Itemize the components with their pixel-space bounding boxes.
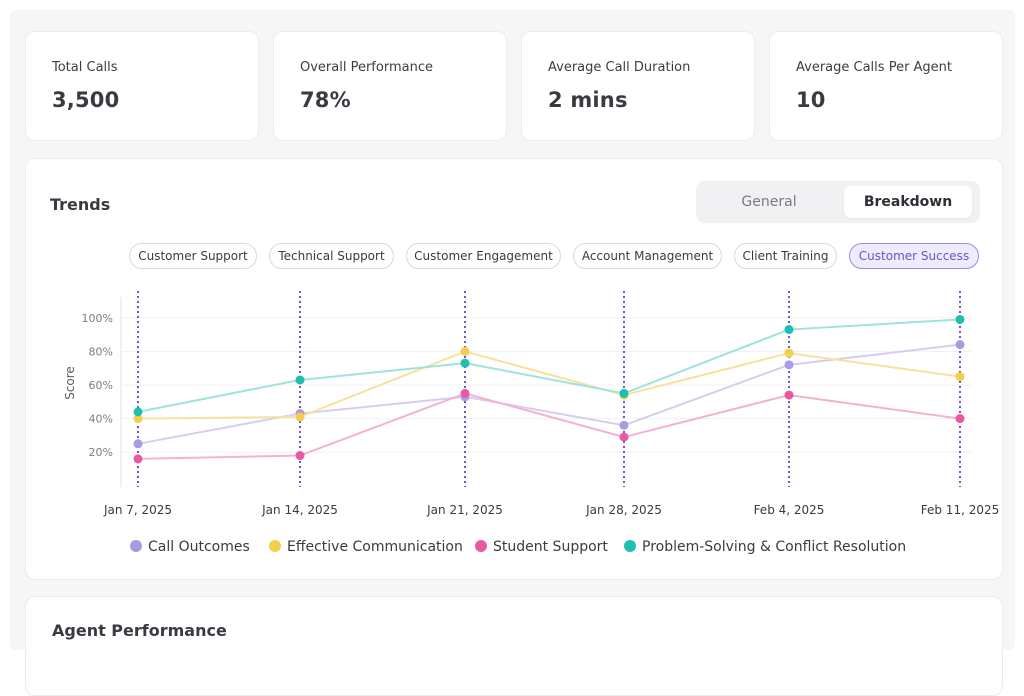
stat-card-total-calls: Total Calls 3,500 <box>25 31 259 141</box>
x-tick-label: Jan 28, 2025 <box>585 503 662 517</box>
breakdown-tab[interactable]: Breakdown <box>844 186 972 218</box>
category-pill-account-management[interactable]: Account Management <box>573 243 722 269</box>
data-point <box>295 412 305 422</box>
stat-title: Total Calls <box>52 60 118 75</box>
data-point <box>133 414 143 424</box>
data-point <box>784 360 794 370</box>
y-tick-label: 40% <box>89 413 113 426</box>
category-pill-technical-support[interactable]: Technical Support <box>269 243 394 269</box>
series-line <box>137 350 961 420</box>
data-point <box>460 346 470 356</box>
category-pill-client-training[interactable]: Client Training <box>734 243 837 269</box>
legend-dot <box>269 540 281 552</box>
stat-value: 78% <box>300 88 351 112</box>
legend-item-student-support[interactable]: Student Support <box>475 539 608 555</box>
agent-performance-card: Agent Performance <box>25 596 1003 696</box>
stat-title: Average Call Duration <box>548 60 691 75</box>
stat-value: 2 mins <box>548 88 628 112</box>
legend-dot <box>130 540 142 552</box>
data-point <box>133 439 143 449</box>
series-line <box>137 343 961 445</box>
data-point <box>295 451 305 461</box>
data-point <box>460 388 470 398</box>
stat-value: 10 <box>796 88 826 112</box>
agent-performance-title: Agent Performance <box>52 621 227 640</box>
trends-title: Trends <box>50 195 111 214</box>
data-point <box>955 414 965 424</box>
data-point <box>295 375 305 385</box>
y-tick-label: 20% <box>89 446 113 459</box>
data-point <box>955 372 965 382</box>
x-tick-label: Jan 14, 2025 <box>261 503 338 517</box>
y-tick-label: 80% <box>89 345 113 358</box>
legend-dot <box>475 540 487 552</box>
stat-card-average-calls-per-agent: Average Calls Per Agent 10 <box>769 31 1003 141</box>
x-tick-label: Jan 21, 2025 <box>426 503 503 517</box>
stat-card-overall-performance: Overall Performance 78% <box>273 31 507 141</box>
stat-value: 3,500 <box>52 88 120 112</box>
stat-title: Overall Performance <box>300 60 433 75</box>
data-point <box>955 340 965 350</box>
series-line <box>137 318 961 413</box>
data-point <box>784 390 794 400</box>
trends-line-chart: 20% 40% 60% 80% 100% Score Jan 7, 2025 Jan 14, … <box>63 291 1000 517</box>
data-point <box>619 432 629 442</box>
legend-label: Effective Communication <box>287 539 463 555</box>
data-point <box>133 454 143 464</box>
legend-dot <box>624 540 636 552</box>
category-pill-customer-success[interactable]: Customer Success <box>849 243 979 269</box>
category-filter: Customer Support Technical Support Custo… <box>26 243 1002 273</box>
legend-label: Student Support <box>493 539 608 555</box>
legend-item-problem-solving[interactable]: Problem-Solving & Conflict Resolution <box>624 539 906 555</box>
y-tick-label: 60% <box>89 379 113 392</box>
stat-card-average-call-duration: Average Call Duration 2 mins <box>521 31 755 141</box>
data-point <box>784 325 794 335</box>
data-point <box>133 407 143 417</box>
legend-label: Problem-Solving & Conflict Resolution <box>642 539 907 555</box>
general-tab[interactable]: General <box>741 194 797 210</box>
data-point <box>955 314 965 324</box>
x-tick-label: Jan 7, 2025 <box>103 503 172 517</box>
trends-card: Trends General Breakdown Customer Suppor… <box>25 158 1003 580</box>
dashboard-page: Total Calls 3,500 Overall Performance 78… <box>10 10 1015 696</box>
legend-item-call-outcomes[interactable]: Call Outcomes <box>130 539 250 555</box>
category-pill-customer-support[interactable]: Customer Support <box>129 243 257 269</box>
legend-item-effective-communication[interactable]: Effective Communication <box>269 539 463 555</box>
data-point <box>619 420 629 430</box>
series-line <box>137 392 961 460</box>
y-axis-label: Score <box>63 366 77 400</box>
data-point <box>619 388 629 398</box>
stat-title: Average Calls Per Agent <box>796 60 953 75</box>
category-pill-customer-engagement[interactable]: Customer Engagement <box>406 243 561 269</box>
y-tick-label: 100% <box>82 312 113 325</box>
x-tick-label: Feb 4, 2025 <box>754 503 825 517</box>
data-point <box>460 358 470 368</box>
legend-label: Call Outcomes <box>148 539 250 555</box>
view-toggle: General Breakdown <box>696 181 980 223</box>
x-tick-label: Feb 11, 2025 <box>921 503 1000 517</box>
data-point <box>784 348 794 358</box>
